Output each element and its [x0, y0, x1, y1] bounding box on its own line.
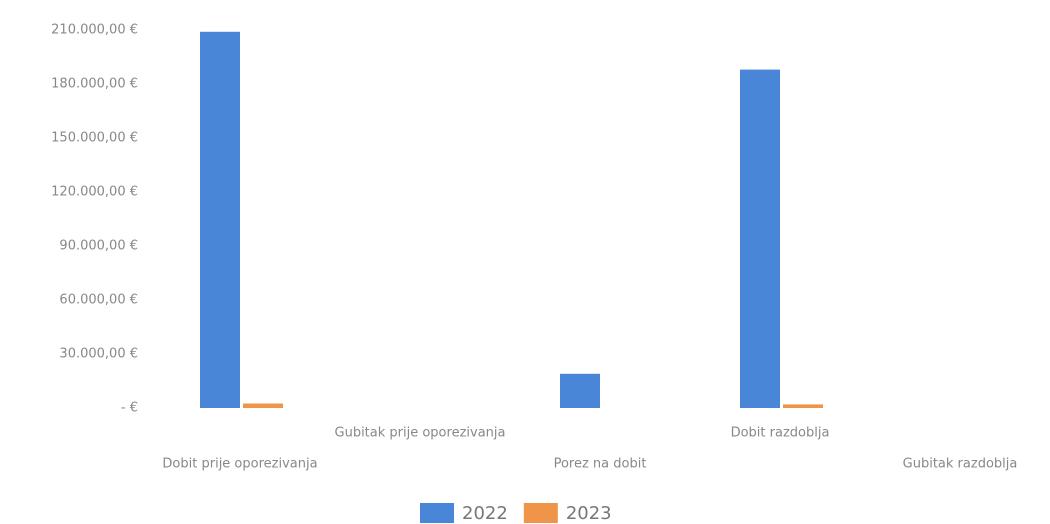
x-tick-label: Gubitak prije oporezivanja	[335, 426, 506, 441]
y-tick-label: 120.000,00 €	[51, 185, 138, 200]
x-tick-label: Porez na dobit	[554, 457, 647, 472]
bar	[200, 31, 240, 409]
legend-label: 2022	[462, 503, 508, 524]
legend-swatch	[420, 503, 454, 523]
y-tick-label: 150.000,00 €	[51, 131, 138, 146]
y-tick-label: 90.000,00 €	[59, 239, 138, 254]
y-tick-label: 60.000,00 €	[59, 293, 138, 308]
y-tick-label: - €	[121, 401, 138, 416]
bar	[783, 404, 823, 408]
y-tick-label: 180.000,00 €	[51, 77, 138, 92]
x-tick-label: Dobit razdoblja	[731, 426, 830, 441]
legend-swatch	[523, 503, 558, 523]
legend-label: 2023	[566, 503, 612, 524]
bar	[740, 69, 780, 408]
x-tick-label: Gubitak razdoblja	[903, 457, 1018, 472]
y-tick-label: 210.000,00 €	[51, 23, 138, 38]
x-tick-label: Dobit prije oporezivanja	[162, 457, 317, 472]
bar	[243, 403, 283, 408]
y-tick-label: 30.000,00 €	[59, 347, 138, 362]
bar	[560, 373, 600, 408]
